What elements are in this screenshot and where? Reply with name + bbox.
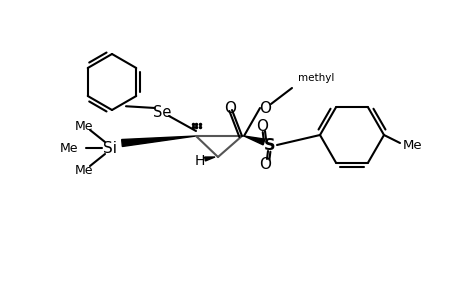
Polygon shape <box>204 157 214 161</box>
Polygon shape <box>243 136 264 145</box>
Text: Si: Si <box>103 140 117 155</box>
Text: Me: Me <box>59 142 78 154</box>
Text: O: O <box>258 157 270 172</box>
Text: Me: Me <box>402 139 422 152</box>
Text: O: O <box>256 118 268 134</box>
Text: O: O <box>258 100 270 116</box>
Text: methyl: methyl <box>297 73 334 83</box>
Text: Me: Me <box>74 164 93 176</box>
Text: Me: Me <box>74 119 93 133</box>
Text: O: O <box>224 100 235 116</box>
Text: H: H <box>195 154 205 168</box>
Text: S: S <box>263 137 275 152</box>
Text: Se: Se <box>152 104 171 119</box>
Polygon shape <box>122 136 196 146</box>
